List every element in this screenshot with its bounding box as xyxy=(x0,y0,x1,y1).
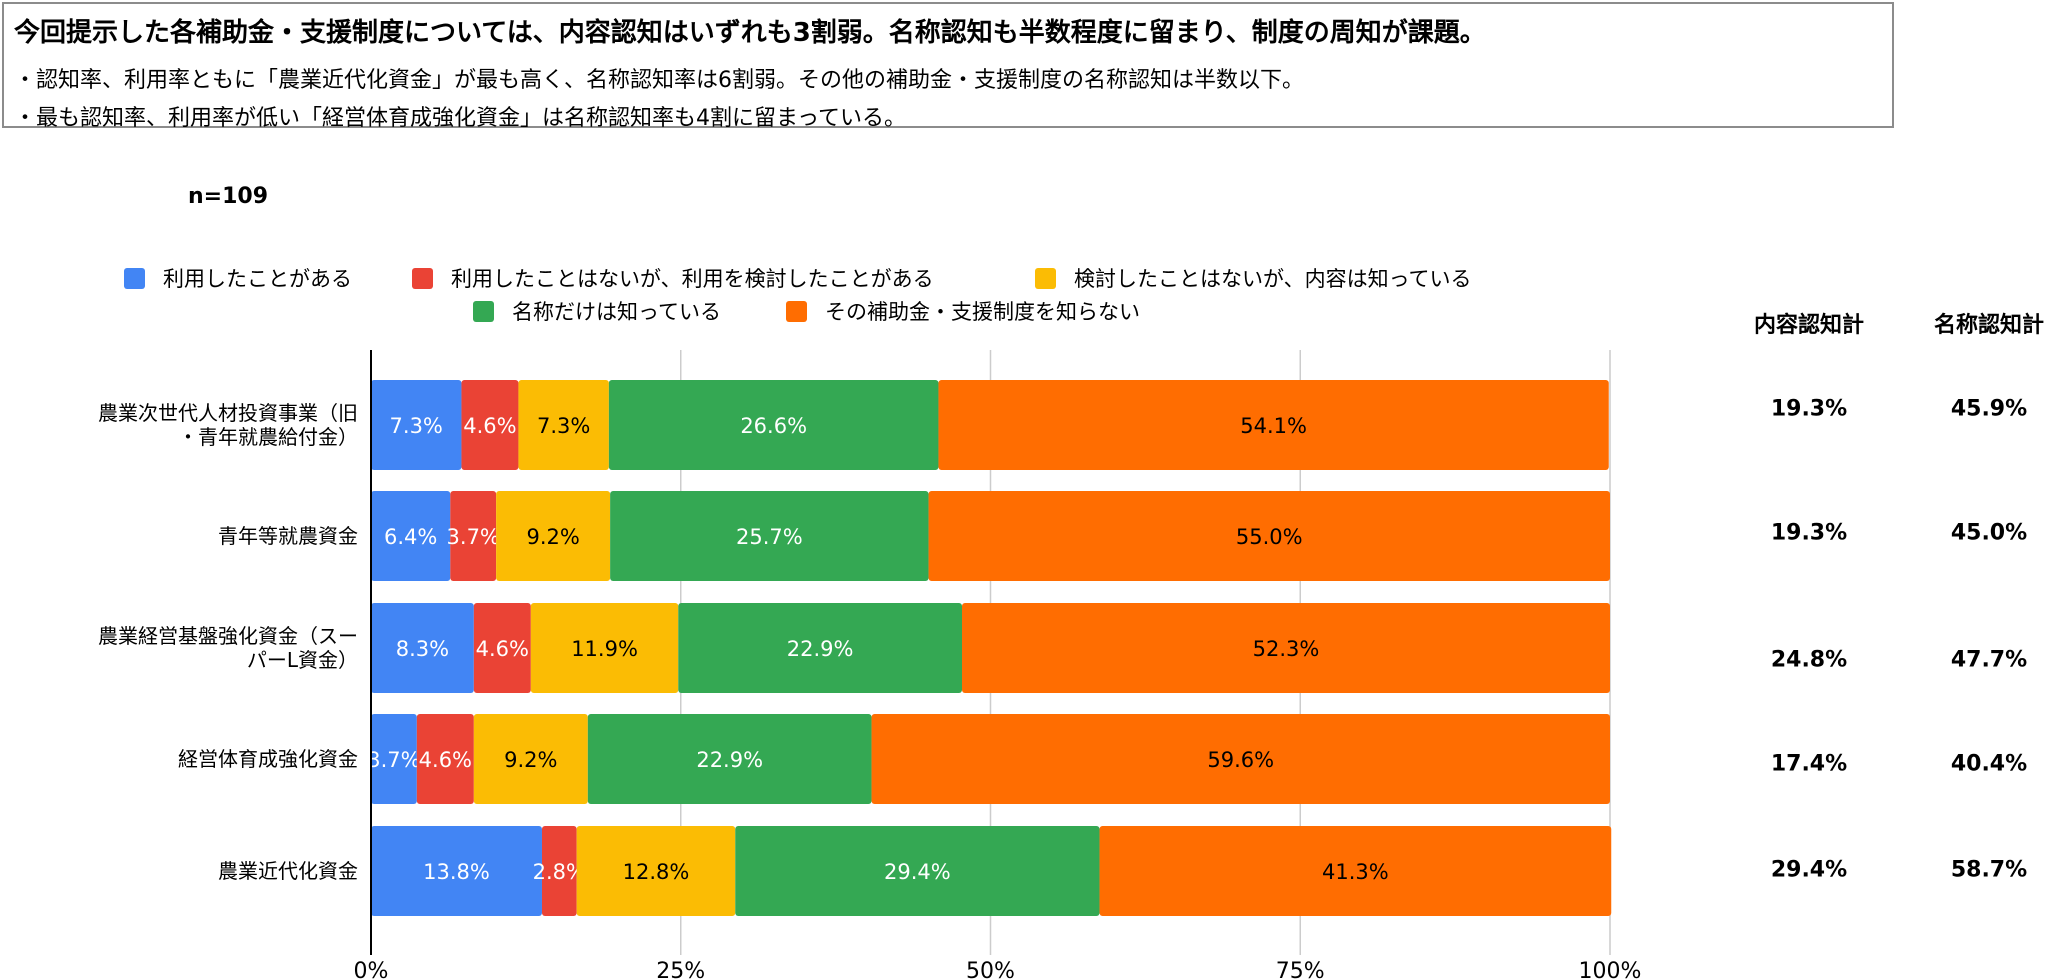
row-label-5: 農業近代化資金 xyxy=(18,859,358,883)
x-tick-label: 0% xyxy=(354,959,389,980)
bar-segment xyxy=(871,714,1610,804)
bar-segment xyxy=(371,491,451,581)
bar-data-label: 12.8% xyxy=(623,860,690,884)
summary-bullet-1: ・認知率、利用率ともに「農業近代化資金」が最も高く、名称認知率は6割弱。その他の… xyxy=(14,68,1305,93)
bar-segment xyxy=(678,603,963,693)
row-label-3-line-1: 農業経営基盤強化資金（スー xyxy=(98,624,358,648)
bar-data-label: 8.3% xyxy=(396,637,449,661)
bar-data-label: 55.0% xyxy=(1236,525,1303,549)
bar-data-label: 54.1% xyxy=(1240,414,1307,438)
bar-data-label: 22.9% xyxy=(696,748,763,772)
bar-data-label: 52.3% xyxy=(1253,637,1320,661)
x-tick-label: 100% xyxy=(1579,959,1642,980)
bar-segment xyxy=(473,714,588,804)
name-total-5: 58.7% xyxy=(1950,857,2028,883)
bar-data-label: 7.3% xyxy=(537,414,590,438)
bar-data-label: 3.7% xyxy=(367,748,420,772)
bar-segment xyxy=(928,491,1610,581)
bar-data-label: 4.6% xyxy=(419,748,472,772)
row-label-2: 青年等就農資金 xyxy=(18,524,358,548)
row-label-1: 農業次世代人材投資事業（旧 ・青年就農給付金） xyxy=(18,401,358,449)
bar-data-label: 59.6% xyxy=(1207,748,1274,772)
row-label-2-line-1: 青年等就農資金 xyxy=(218,524,358,548)
content-total-1: 19.3% xyxy=(1770,396,1848,422)
bar-segment xyxy=(610,491,929,581)
row-label-5-line-1: 農業近代化資金 xyxy=(218,859,358,883)
bar-segment xyxy=(576,826,736,916)
bar-segment xyxy=(450,491,497,581)
summary-headline: 今回提示した各補助金・支援制度については、内容認知はいずれも3割弱。名称認知も半… xyxy=(14,18,1486,48)
bar-data-label: 25.7% xyxy=(736,525,803,549)
name-total-header: 名称認知計 xyxy=(1933,313,2045,338)
bar-data-label: 9.2% xyxy=(504,748,557,772)
name-total-4: 40.4% xyxy=(1950,751,2028,777)
legend-item-used: 利用したことがある xyxy=(124,265,352,291)
bar-data-label: 22.9% xyxy=(787,637,854,661)
bar-data-label: 13.8% xyxy=(423,860,490,884)
name-total-1: 45.9% xyxy=(1950,396,2028,422)
bar-segment xyxy=(530,603,679,693)
summary-box: 今回提示した各補助金・支援制度については、内容認知はいずれも3割弱。名称認知も半… xyxy=(2,2,1894,131)
sample-size: n=109 xyxy=(188,184,269,209)
x-tick-label: 75% xyxy=(1276,959,1325,980)
content-total-4: 17.4% xyxy=(1770,751,1848,777)
legend-swatch-unknown xyxy=(786,300,807,322)
bar-data-label: 26.6% xyxy=(740,414,807,438)
bar-data-label: 29.4% xyxy=(884,860,951,884)
bar-data-label: 6.4% xyxy=(384,525,437,549)
legend-label-used: 利用したことがある xyxy=(163,267,352,291)
bar-segment xyxy=(371,380,462,470)
legend-label-know-name: 名称だけは知っている xyxy=(512,300,721,324)
bar-segment xyxy=(416,714,474,804)
bar-segment xyxy=(496,491,611,581)
bar-data-label: 11.9% xyxy=(571,637,638,661)
bar-segment xyxy=(938,380,1609,470)
bar-segment xyxy=(371,603,474,693)
bar-data-label: 4.6% xyxy=(463,414,516,438)
row-label-1-line-2: ・青年就農給付金） xyxy=(178,425,358,449)
bar-segment xyxy=(1099,826,1612,916)
legend-item-considered: 利用したことはないが、利用を検討したことがある xyxy=(412,265,934,291)
bar-data-label: 4.6% xyxy=(476,637,529,661)
bar-data-label: 9.2% xyxy=(526,525,579,549)
bar-segment xyxy=(962,603,1610,693)
name-total-3: 47.7% xyxy=(1950,647,2028,673)
row-label-4-line-1: 経営体育成強化資金 xyxy=(178,747,358,771)
content-total-3: 24.8% xyxy=(1770,647,1848,673)
x-tick-label: 50% xyxy=(966,959,1015,980)
bar-segment xyxy=(541,826,577,916)
bar-segment xyxy=(371,714,417,804)
legend-swatch-used xyxy=(124,267,145,289)
x-tick-label: 25% xyxy=(656,959,705,980)
legend-label-know-content: 検討したことはないが、内容は知っている xyxy=(1074,267,1472,291)
legend-item-know-name: 名称だけは知っている xyxy=(473,298,721,324)
bar-data-label: 41.3% xyxy=(1322,860,1389,884)
legend-item-unknown: その補助金・支援制度を知らない xyxy=(786,298,1140,324)
row-label-3-line-2: パーL資金） xyxy=(246,648,358,672)
content-total-5: 29.4% xyxy=(1770,857,1848,883)
bar-segment xyxy=(587,714,872,804)
row-label-4: 経営体育成強化資金 xyxy=(18,747,358,771)
legend-label-considered: 利用したことはないが、利用を検討したことがある xyxy=(451,267,934,291)
legend-swatch-know-name xyxy=(473,300,494,322)
content-total-2: 19.3% xyxy=(1770,520,1848,546)
content-total-header: 内容認知計 xyxy=(1753,313,1865,338)
bar-segment xyxy=(735,826,1100,916)
legend-swatch-know-content xyxy=(1035,267,1056,289)
bar-segment xyxy=(473,603,531,693)
row-label-3: 農業経営基盤強化資金（スー パーL資金） xyxy=(18,624,358,672)
bar-segment xyxy=(608,380,939,470)
bar-segment xyxy=(371,826,542,916)
legend-swatch-considered xyxy=(412,267,433,289)
bar-data-label: 7.3% xyxy=(390,414,443,438)
summary-bullet-2: ・最も認知率、利用率が低い「経営体育成強化資金」は名称認知率も4割に留まっている… xyxy=(14,106,907,131)
bar-segment xyxy=(518,380,609,470)
row-label-1-line-1: 農業次世代人材投資事業（旧 xyxy=(98,401,358,425)
bar-segment xyxy=(461,380,519,470)
name-total-2: 45.0% xyxy=(1950,520,2028,546)
legend-item-know-content: 検討したことはないが、内容は知っている xyxy=(1035,265,1472,291)
bar-data-label: 3.7% xyxy=(447,525,500,549)
legend-label-unknown: その補助金・支援制度を知らない xyxy=(825,300,1140,324)
